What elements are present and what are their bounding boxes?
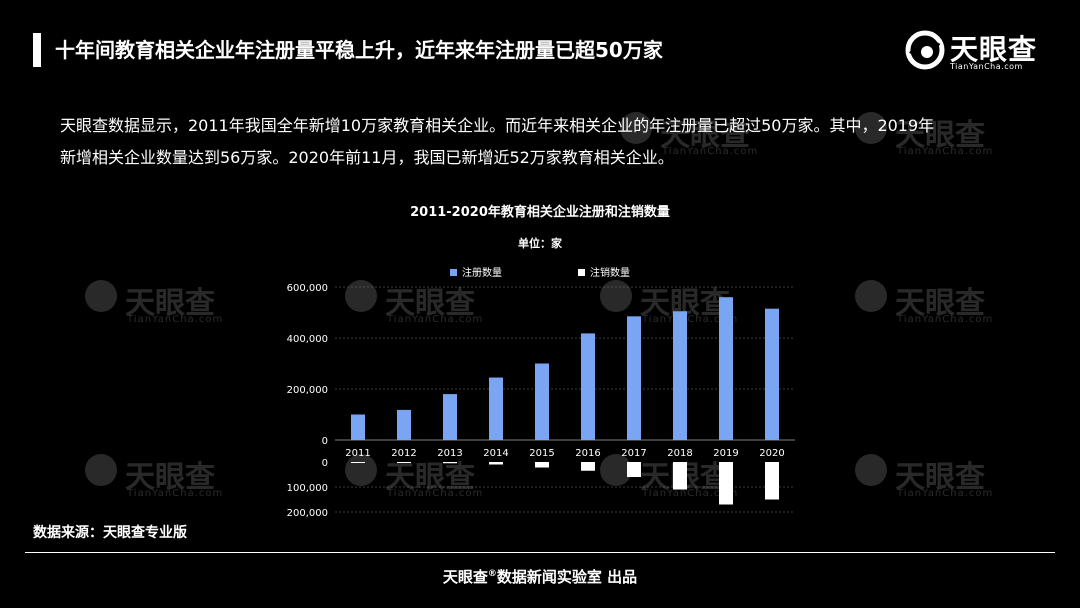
bar-registered-2016 [581,333,595,440]
x-tick-label: 2014 [483,448,508,459]
bar-canceled-2014 [489,462,503,465]
footer-credit: 天眼查®数据新闻实验室 出品 [0,566,1080,587]
bar-registered-2012 [397,409,411,440]
x-tick-label: 2019 [713,448,738,459]
footer-registered-mark: ® [487,569,497,579]
footer-suffix: 数据新闻实验室 出品 [496,568,638,586]
bottom-y-tick-label: 100,000 [287,483,328,494]
bottom-y-tick-label: 200,000 [287,508,328,519]
footer-brand: 天眼查 [442,568,488,586]
x-tick-label: 2012 [391,448,416,459]
x-tick-label: 2016 [575,448,600,459]
footer-divider [25,552,1055,553]
top-y-tick-label: 200,000 [287,385,328,396]
intro-line-1: 天眼查数据显示，2011年我国全年新增10万家教育相关企业。而近年来相关企业的年… [60,116,935,135]
x-tick-label: 2018 [667,448,692,459]
data-source: 数据来源：天眼查专业版 [33,525,187,541]
bar-canceled-2013 [443,462,457,464]
bar-canceled-2019 [719,462,733,505]
bar-registered-2015 [535,363,549,440]
bar-canceled-2015 [535,462,549,468]
intro-paragraph: 天眼查数据显示，2011年我国全年新增10万家教育相关企业。而近年来相关企业的年… [60,110,1050,174]
bar-canceled-2020 [765,462,779,500]
title-accent-bar [33,33,41,67]
legend-label-2: 注销数量 [590,266,630,279]
chart-title: 2011-2020年教育相关企业注册和注销数量 [410,204,670,220]
page-title: 十年间教育相关企业年注册量平稳上升，近年来年注册量已超50万家 [55,38,663,62]
brand-logo-sub: TianYanCha.com [950,62,1023,71]
top-y-tick-label: 0 [322,436,328,447]
bar-canceled-2012 [397,462,411,463]
x-tick-label: 2013 [437,448,462,459]
bar-registered-2013 [443,394,457,440]
x-tick-label: 2015 [529,448,554,459]
top-y-tick-label: 400,000 [287,334,328,345]
bar-registered-2011 [351,414,365,440]
legend-swatch-2 [578,269,585,276]
legend-swatch-1 [450,269,457,276]
bar-registered-2018 [673,311,687,440]
bar-canceled-2016 [581,462,595,471]
bar-registered-2017 [627,316,641,440]
bar-registered-2019 [719,297,733,440]
eye-logo-icon [905,30,945,70]
bar-canceled-2017 [627,462,641,477]
x-tick-label: 2020 [759,448,784,459]
x-tick-label: 2011 [345,448,370,459]
top-y-tick-label: 600,000 [287,283,328,294]
brand-logo-text: 天眼查 [950,33,1038,66]
bar-canceled-2011 [351,462,365,463]
intro-line-2: 新增相关企业数量达到56万家。2020年前11月，我国已新增近52万家教育相关企… [60,148,674,167]
bottom-y-tick-label: 0 [322,458,328,469]
brand-logo: 天眼查 TianYanCha.com [905,28,1055,72]
chart-subtitle: 单位：家 [518,236,563,250]
bar-registered-2014 [489,377,503,440]
bar-canceled-2018 [673,462,687,490]
legend-label-1: 注册数量 [462,266,502,279]
bar-registered-2020 [765,308,779,440]
x-tick-label: 2017 [621,448,646,459]
